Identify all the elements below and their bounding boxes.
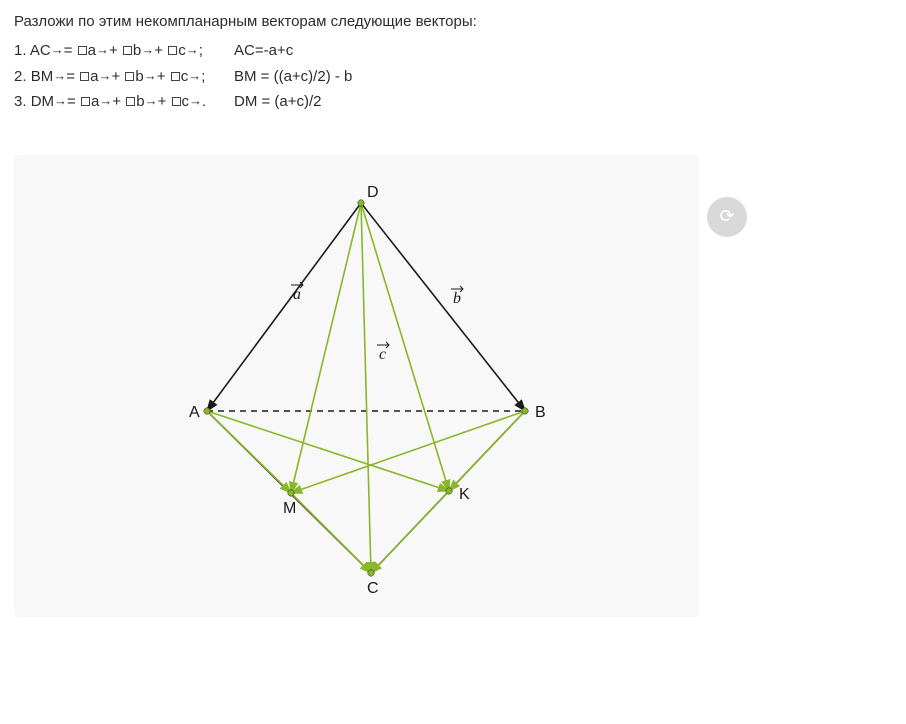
line1-answer: AC=-a+c [234,38,293,64]
svg-text:K: K [459,486,470,503]
line2-vec: BM [31,68,54,85]
arrow-icon: → [144,65,157,87]
blank-box [172,97,181,106]
problem-prompt: Разложи по этим некомпланарным векторам … [14,10,892,34]
line1-vec: AC [30,42,51,59]
blank-box [78,46,87,55]
line1-num: 1. [14,42,27,59]
line2-num: 2. [14,68,27,85]
svg-text:M: M [283,500,296,517]
svg-text:c: c [379,346,386,363]
line2-answer: BM = ((a+c)/2) - b [234,64,352,90]
blank-box [125,72,134,81]
svg-text:D: D [367,184,379,201]
arrow-icon: → [145,90,158,112]
svg-text:B: B [535,404,546,421]
blank-box [171,72,180,81]
figure-panel: ⟳ DABCMKabc [14,155,699,617]
tetrahedron-diagram: D A B C M Ka b c [107,173,607,603]
line3-num: 3. [14,93,27,110]
arrow-icon: → [186,39,199,61]
refresh-icon: ⟳ [719,206,734,227]
blank-box [80,72,89,81]
arrow-icon: → [96,39,109,61]
line-2: 2. BM→= a→+ b→+ c→; BM = ((a+c)/2) - b [14,64,892,90]
arrow-icon: → [53,65,66,87]
svg-text:C: C [367,580,379,597]
blank-box [126,97,135,106]
line-1: 1. AC→= a→+ b→+ c→; AC=-a+c [14,38,892,64]
svg-text:A: A [189,404,200,421]
arrow-icon: → [98,65,111,87]
line3-answer: DM = (a+c)/2 [234,89,322,115]
line-3: 3. DM→= a→+ b→+ c→. DM = (a+c)/2 [14,89,892,115]
line3-vec: DM [31,93,54,110]
arrow-icon: → [189,90,202,112]
arrow-icon: → [141,39,154,61]
svg-text:a: a [293,286,301,303]
refresh-button[interactable]: ⟳ [707,197,747,237]
arrow-icon: → [51,39,64,61]
svg-text:b: b [453,290,461,307]
arrow-icon: → [54,90,67,112]
blank-box [123,46,132,55]
arrow-icon: → [188,65,201,87]
blank-box [81,97,90,106]
arrow-icon: → [99,90,112,112]
blank-box [168,46,177,55]
